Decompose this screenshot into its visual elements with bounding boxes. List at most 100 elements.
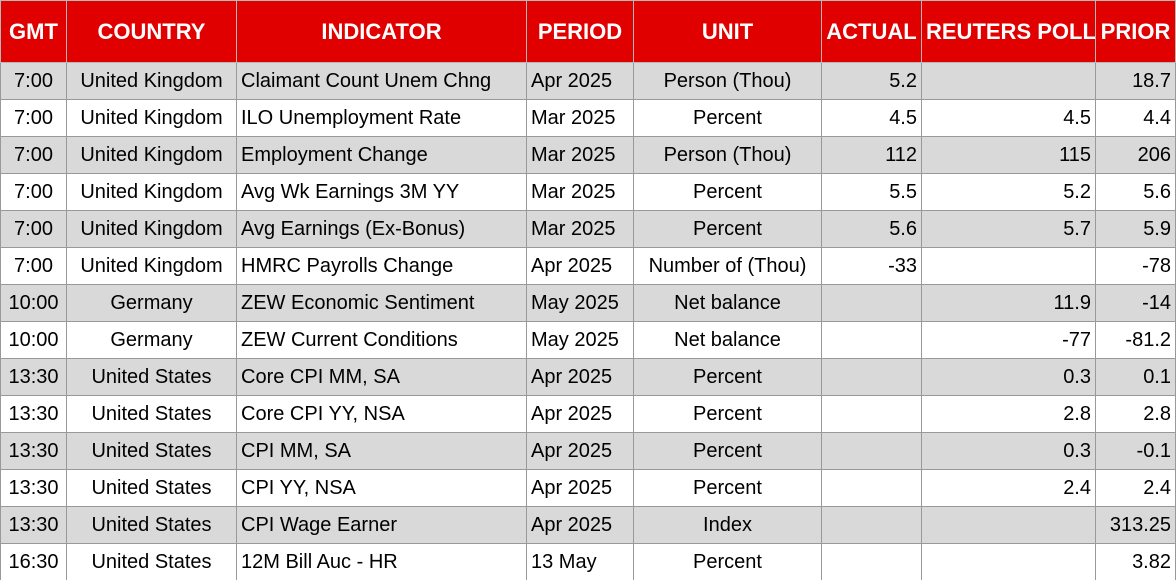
cell-period: Apr 2025 bbox=[526, 395, 634, 433]
cell-reuters-poll bbox=[921, 543, 1096, 580]
cell-prior: -81.2 bbox=[1095, 321, 1176, 359]
cell-gmt: 13:30 bbox=[0, 506, 67, 544]
cell-gmt: 7:00 bbox=[0, 173, 67, 211]
cell-prior: 313.25 bbox=[1095, 506, 1176, 544]
cell-country: United Kingdom bbox=[66, 210, 237, 248]
cell-prior: -78 bbox=[1095, 247, 1176, 285]
cell-actual: -33 bbox=[821, 247, 922, 285]
cell-period: Apr 2025 bbox=[526, 247, 634, 285]
cell-reuters-poll: 115 bbox=[921, 136, 1096, 174]
cell-prior: 5.6 bbox=[1095, 173, 1176, 211]
cell-period: Mar 2025 bbox=[526, 210, 634, 248]
header-prior: PRIOR bbox=[1095, 0, 1176, 63]
cell-unit: Net balance bbox=[633, 321, 822, 359]
cell-unit: Percent bbox=[633, 395, 822, 433]
cell-actual: 5.5 bbox=[821, 173, 922, 211]
cell-actual: 112 bbox=[821, 136, 922, 174]
cell-reuters-poll: 2.4 bbox=[921, 469, 1096, 507]
table-row: 13:30 United States CPI Wage Earner Apr 202… bbox=[0, 506, 1176, 544]
cell-period: Apr 2025 bbox=[526, 506, 634, 544]
cell-indicator: Avg Wk Earnings 3M YY bbox=[236, 173, 527, 211]
cell-indicator: Core CPI YY, NSA bbox=[236, 395, 527, 433]
cell-gmt: 7:00 bbox=[0, 62, 67, 100]
cell-prior: 2.8 bbox=[1095, 395, 1176, 433]
cell-reuters-poll: 0.3 bbox=[921, 358, 1096, 396]
header-gmt: GMT bbox=[0, 0, 67, 63]
table-row: 7:00 United Kingdom Avg Earnings (Ex-Bonus… bbox=[0, 210, 1176, 248]
cell-reuters-poll: 5.7 bbox=[921, 210, 1096, 248]
table-row: 13:30 United States Core CPI YY, NSA Apr 20… bbox=[0, 395, 1176, 433]
cell-actual: 4.5 bbox=[821, 99, 922, 137]
header-period: PERIOD bbox=[526, 0, 634, 63]
cell-prior: 3.82 bbox=[1095, 543, 1176, 580]
cell-unit: Percent bbox=[633, 543, 822, 580]
cell-unit: Index bbox=[633, 506, 822, 544]
cell-country: United States bbox=[66, 543, 237, 580]
cell-gmt: 7:00 bbox=[0, 247, 67, 285]
cell-period: May 2025 bbox=[526, 284, 634, 322]
cell-actual: 5.6 bbox=[821, 210, 922, 248]
cell-actual bbox=[821, 395, 922, 433]
cell-actual bbox=[821, 469, 922, 507]
cell-country: United States bbox=[66, 358, 237, 396]
cell-period: Apr 2025 bbox=[526, 62, 634, 100]
cell-reuters-poll: 2.8 bbox=[921, 395, 1096, 433]
cell-gmt: 7:00 bbox=[0, 99, 67, 137]
table-row: 7:00 United Kingdom Employment Change Mar 2… bbox=[0, 136, 1176, 174]
cell-unit: Percent bbox=[633, 432, 822, 470]
cell-unit: Percent bbox=[633, 358, 822, 396]
cell-indicator: Core CPI MM, SA bbox=[236, 358, 527, 396]
cell-country: United States bbox=[66, 506, 237, 544]
cell-indicator: ILO Unemployment Rate bbox=[236, 99, 527, 137]
cell-prior: 2.4 bbox=[1095, 469, 1176, 507]
cell-reuters-poll bbox=[921, 247, 1096, 285]
cell-prior: 0.1 bbox=[1095, 358, 1176, 396]
cell-indicator: CPI MM, SA bbox=[236, 432, 527, 470]
cell-gmt: 16:30 bbox=[0, 543, 67, 580]
cell-indicator: Employment Change bbox=[236, 136, 527, 174]
cell-indicator: CPI YY, NSA bbox=[236, 469, 527, 507]
cell-country: United States bbox=[66, 469, 237, 507]
cell-actual bbox=[821, 543, 922, 580]
cell-country: United Kingdom bbox=[66, 62, 237, 100]
cell-prior: -14 bbox=[1095, 284, 1176, 322]
cell-unit: Percent bbox=[633, 210, 822, 248]
table-row: 7:00 United Kingdom HMRC Payrolls Change Ap… bbox=[0, 247, 1176, 285]
table-row: 10:00 Germany ZEW Current Conditions May 20… bbox=[0, 321, 1176, 359]
cell-period: Apr 2025 bbox=[526, 432, 634, 470]
cell-actual bbox=[821, 321, 922, 359]
cell-actual bbox=[821, 284, 922, 322]
cell-gmt: 10:00 bbox=[0, 284, 67, 322]
cell-actual bbox=[821, 432, 922, 470]
cell-unit: Percent bbox=[633, 99, 822, 137]
cell-country: United States bbox=[66, 395, 237, 433]
cell-reuters-poll bbox=[921, 62, 1096, 100]
cell-prior: 206 bbox=[1095, 136, 1176, 174]
cell-indicator: ZEW Economic Sentiment bbox=[236, 284, 527, 322]
cell-indicator: Avg Earnings (Ex-Bonus) bbox=[236, 210, 527, 248]
cell-gmt: 7:00 bbox=[0, 210, 67, 248]
cell-reuters-poll: 4.5 bbox=[921, 99, 1096, 137]
cell-gmt: 13:30 bbox=[0, 358, 67, 396]
cell-gmt: 13:30 bbox=[0, 395, 67, 433]
cell-prior: 18.7 bbox=[1095, 62, 1176, 100]
cell-country: Germany bbox=[66, 321, 237, 359]
cell-period: Apr 2025 bbox=[526, 358, 634, 396]
table-row: 13:30 United States CPI MM, SA Apr 2025 Perc… bbox=[0, 432, 1176, 470]
cell-period: May 2025 bbox=[526, 321, 634, 359]
cell-unit: Person (Thou) bbox=[633, 136, 822, 174]
cell-country: United Kingdom bbox=[66, 173, 237, 211]
cell-unit: Net balance bbox=[633, 284, 822, 322]
header-row: GMT COUNTRY INDICATOR PERIOD UNIT ACTUAL… bbox=[0, 0, 1176, 63]
cell-reuters-poll: 11.9 bbox=[921, 284, 1096, 322]
cell-indicator: ZEW Current Conditions bbox=[236, 321, 527, 359]
cell-actual bbox=[821, 358, 922, 396]
cell-gmt: 7:00 bbox=[0, 136, 67, 174]
cell-actual bbox=[821, 506, 922, 544]
header-unit: UNIT bbox=[633, 0, 822, 63]
cell-period: Mar 2025 bbox=[526, 173, 634, 211]
cell-gmt: 13:30 bbox=[0, 469, 67, 507]
cell-indicator: Claimant Count Unem Chng bbox=[236, 62, 527, 100]
cell-gmt: 10:00 bbox=[0, 321, 67, 359]
cell-prior: 4.4 bbox=[1095, 99, 1176, 137]
